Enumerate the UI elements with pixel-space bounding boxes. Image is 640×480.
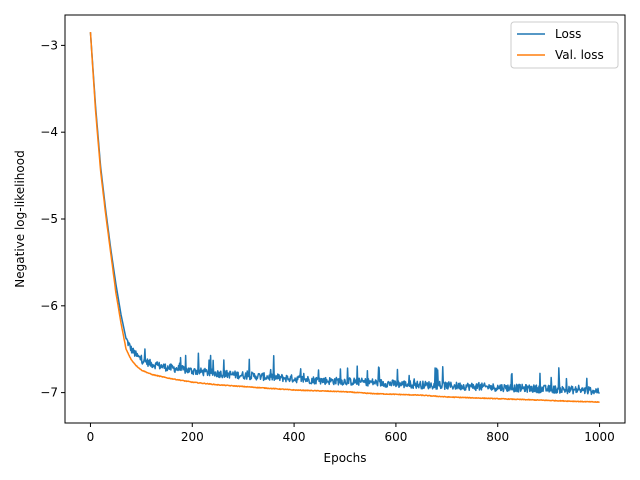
x-tick-label: 600 [384, 430, 407, 444]
y-tick-label: −5 [40, 212, 58, 226]
y-tick-label: −7 [40, 386, 58, 400]
x-tick-label: 200 [181, 430, 204, 444]
y-tick-label: −3 [40, 38, 58, 52]
x-axis: 0 200 400 600 800 1000 [87, 423, 615, 444]
x-tick-label: 800 [486, 430, 509, 444]
plot-lines [89, 31, 601, 404]
series-line-val-loss [89, 31, 600, 404]
x-tick-label: 1000 [584, 430, 615, 444]
legend-label-val-loss: Val. loss [555, 48, 604, 62]
y-tick-label: −4 [40, 125, 58, 139]
legend: Loss Val. loss [510, 21, 619, 69]
y-axis-label: Negative log-likelihood [13, 150, 27, 287]
series-line-loss [89, 32, 601, 396]
y-tick-label: −6 [40, 299, 58, 313]
x-tick-label: 0 [87, 430, 95, 444]
y-axis: −3 −4 −5 −6 −7 [40, 38, 65, 400]
legend-label-loss: Loss [555, 27, 581, 41]
x-tick-label: 400 [283, 430, 306, 444]
x-axis-label: Epochs [324, 451, 367, 465]
